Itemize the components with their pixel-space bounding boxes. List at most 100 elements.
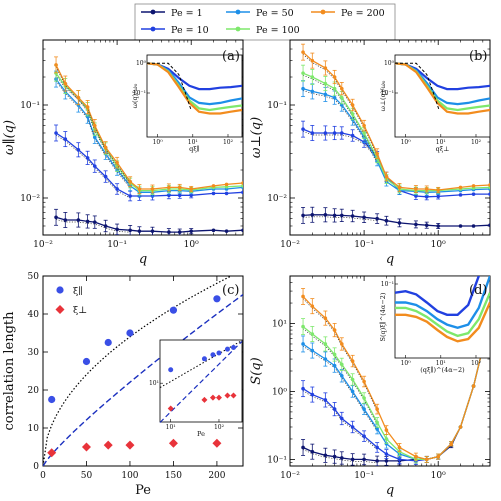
data-point-pe200: [103, 145, 108, 150]
data-point-pe200: [241, 181, 243, 185]
data-point-xi_par: [213, 295, 221, 303]
x-tick-label: 10⁻²: [33, 240, 53, 250]
data-point-pe10: [397, 457, 402, 462]
data-point-pe1: [488, 223, 490, 227]
data-point-pe50: [92, 135, 97, 140]
data-point-pe1: [471, 224, 476, 228]
inset-c: 10¹ 10² 10¹ Pe: [149, 339, 243, 438]
data-point-pe200: [177, 185, 182, 190]
data-point-pe1: [339, 213, 344, 218]
data-point-xi_perp: [212, 438, 222, 448]
legend-marker-xi-perp: [55, 305, 65, 314]
data-point-xi_perp: [103, 440, 113, 450]
data-point-pe200: [115, 160, 119, 165]
inset-curve: [395, 276, 481, 316]
legend-label-pe200: Pe = 200: [341, 8, 385, 19]
axes-frame-c: [42, 275, 244, 467]
data-point-pe200: [301, 50, 305, 54]
data-point-pe200: [332, 328, 337, 332]
data-point-pe200: [436, 454, 441, 459]
legend-marker-pe50: [235, 9, 241, 15]
data-point-pe200: [76, 95, 81, 100]
data-point-pe200: [414, 187, 418, 191]
data-point-pe200: [449, 441, 454, 446]
series-line-pe1: [302, 214, 490, 227]
legend-label-xi-perp: ξ⊥: [73, 305, 87, 316]
data-point-pe50: [339, 373, 344, 378]
fit-dotted-curve: [43, 276, 233, 466]
data-point-pe200: [323, 316, 328, 320]
panel-labels: (a) (b) (c) (d): [222, 49, 487, 298]
data-point-pe1: [323, 453, 328, 458]
y-tick-label: 40: [28, 310, 40, 320]
y-tick-label: 50: [28, 272, 40, 282]
data-point-pe200: [414, 454, 418, 459]
data-point-pe200: [471, 184, 476, 188]
y-tick-label: 10⁻²: [267, 194, 287, 204]
y-tick-label: 20: [28, 386, 40, 396]
axes-frame-b: [289, 39, 491, 236]
data-point-pe1: [150, 229, 155, 233]
data-point-pe10: [323, 398, 328, 402]
fit-dotted-pe1: [302, 216, 378, 221]
fit-dotted-pe100: [302, 328, 378, 425]
inset-fit-dashed: [159, 340, 243, 423]
data-point-pe100: [323, 342, 328, 346]
inset-x-tick-label: 10²: [471, 139, 482, 146]
data-point-pe200: [332, 75, 337, 79]
data-point-pe100: [350, 112, 355, 116]
data-point-pe200: [128, 179, 132, 184]
data-point-pe1: [310, 212, 315, 217]
data-point-pe1: [424, 223, 429, 227]
data-point-pe50: [301, 86, 305, 91]
data-point-pe10: [332, 131, 337, 135]
data-point-pe200: [384, 428, 389, 432]
legend-marker-pe100: [235, 26, 241, 32]
data-point-pe200: [150, 187, 155, 191]
inset-x-label: Pe: [197, 430, 205, 438]
data-point-pe200: [458, 425, 463, 429]
panel-d: 10⁻² 10⁻¹ 10⁰ 10⁻¹ 10⁰ 10¹ 10⁰ 10¹ 10² 10⁻¹ (qξ∥)^…: [249, 275, 491, 498]
data-point-pe200: [458, 185, 463, 190]
data-point-pe1: [85, 219, 90, 224]
data-point-pe1: [332, 454, 337, 459]
series-line-pe50: [302, 87, 490, 193]
data-point-pe100: [332, 352, 337, 357]
inset-curve: [395, 276, 490, 330]
data-point-pe1: [375, 216, 379, 221]
inset-y-tick-label: 10⁻¹: [381, 90, 394, 97]
inset-point-xi_perp: [215, 394, 222, 401]
data-point-pe200: [310, 58, 315, 63]
panel-label-b: (b): [469, 49, 487, 64]
x-tick-label: 200: [208, 471, 225, 481]
data-point-pe10: [471, 192, 476, 196]
fit-dotted-pe1: [55, 218, 131, 233]
inset-x-label: qξ⊥: [436, 145, 450, 153]
data-point-pe1: [103, 224, 108, 228]
series-line-pe50: [55, 78, 243, 193]
data-point-pe10: [310, 131, 315, 135]
inset-y-label: S(q)ξ∥^(4α−2): [379, 292, 387, 341]
data-point-pe1: [362, 457, 366, 462]
data-point-pe1: [310, 449, 315, 454]
series-line-pe200: [302, 51, 490, 191]
data-point-pe10: [103, 174, 108, 179]
data-point-pe10: [350, 133, 355, 138]
data-point-pe1: [323, 212, 328, 217]
data-point-pe200: [63, 81, 68, 86]
inset-x-label: (qξ∥)^(4α−2): [420, 366, 465, 374]
inset-curve: [147, 62, 242, 115]
legend-marker-xi-par: [56, 286, 64, 294]
data-point-pe200: [85, 105, 90, 109]
data-point-pe1: [458, 224, 463, 228]
data-point-pe100: [350, 377, 355, 382]
data-point-pe100: [310, 75, 315, 79]
data-point-pe200: [92, 123, 97, 128]
data-point-pe200: [436, 188, 441, 192]
data-point-pe10: [424, 195, 429, 199]
x-axis-label-d: q: [386, 483, 394, 498]
data-point-pe50: [310, 348, 315, 353]
data-point-pe200: [350, 359, 355, 363]
data-point-pe10: [92, 164, 97, 168]
data-point-pe50: [332, 95, 337, 100]
